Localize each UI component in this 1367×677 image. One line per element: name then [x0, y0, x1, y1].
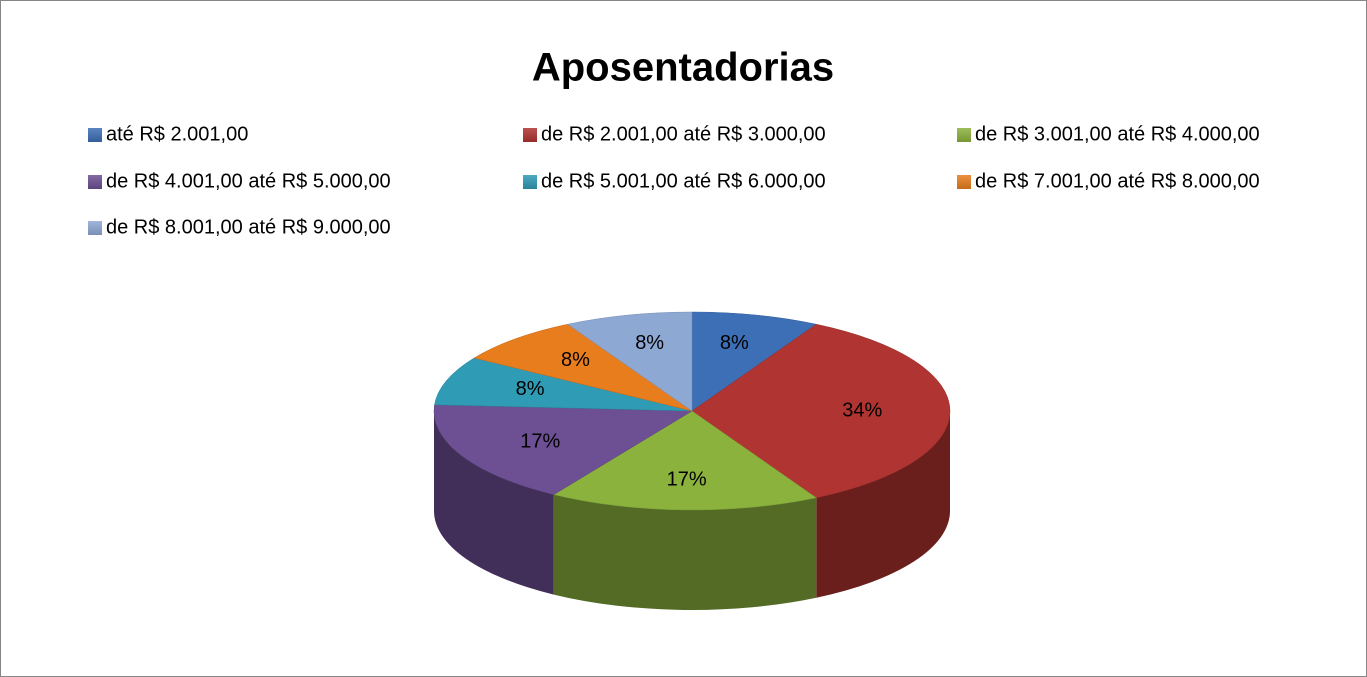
slice — [433, 404, 693, 495]
legend-marker-shade — [88, 175, 102, 189]
chart-title: Aposentadorias — [532, 46, 834, 90]
slice-side — [553, 494, 817, 610]
data-label: 8% — [561, 349, 590, 371]
slice-side — [816, 411, 950, 598]
legend-marker-shade — [957, 128, 971, 142]
legend-marker-shade — [523, 128, 537, 142]
slice — [691, 311, 817, 412]
legend-marker-shade — [523, 175, 537, 189]
legend-marker-shade — [88, 128, 102, 142]
legend-marker-shade — [957, 175, 971, 189]
slice — [691, 323, 951, 499]
legend-label: de R$ 7.001,00 até R$ 8.000,00 — [975, 170, 1260, 192]
legend-label: de R$ 2.001,00 até R$ 3.000,00 — [541, 123, 826, 145]
data-label: 8% — [635, 332, 664, 354]
legend-marker-shade — [88, 221, 102, 235]
slice-side — [434, 411, 554, 595]
slice — [473, 323, 693, 412]
slice — [434, 357, 693, 412]
legend-label: de R$ 3.001,00 até R$ 4.000,00 — [975, 123, 1260, 145]
legend-label: até R$ 2.001,00 — [106, 123, 248, 145]
data-label: 17% — [667, 469, 707, 491]
legend-label: de R$ 4.001,00 até R$ 5.000,00 — [106, 170, 391, 192]
data-label: 8% — [516, 378, 545, 400]
data-label: 34% — [842, 399, 882, 421]
slice — [553, 410, 817, 511]
data-label: 8% — [720, 332, 749, 354]
legend-label: de R$ 8.001,00 até R$ 9.000,00 — [106, 216, 391, 238]
data-label: 17% — [520, 431, 560, 453]
legend-label: de R$ 5.001,00 até R$ 6.000,00 — [541, 170, 826, 192]
slice — [567, 311, 693, 412]
